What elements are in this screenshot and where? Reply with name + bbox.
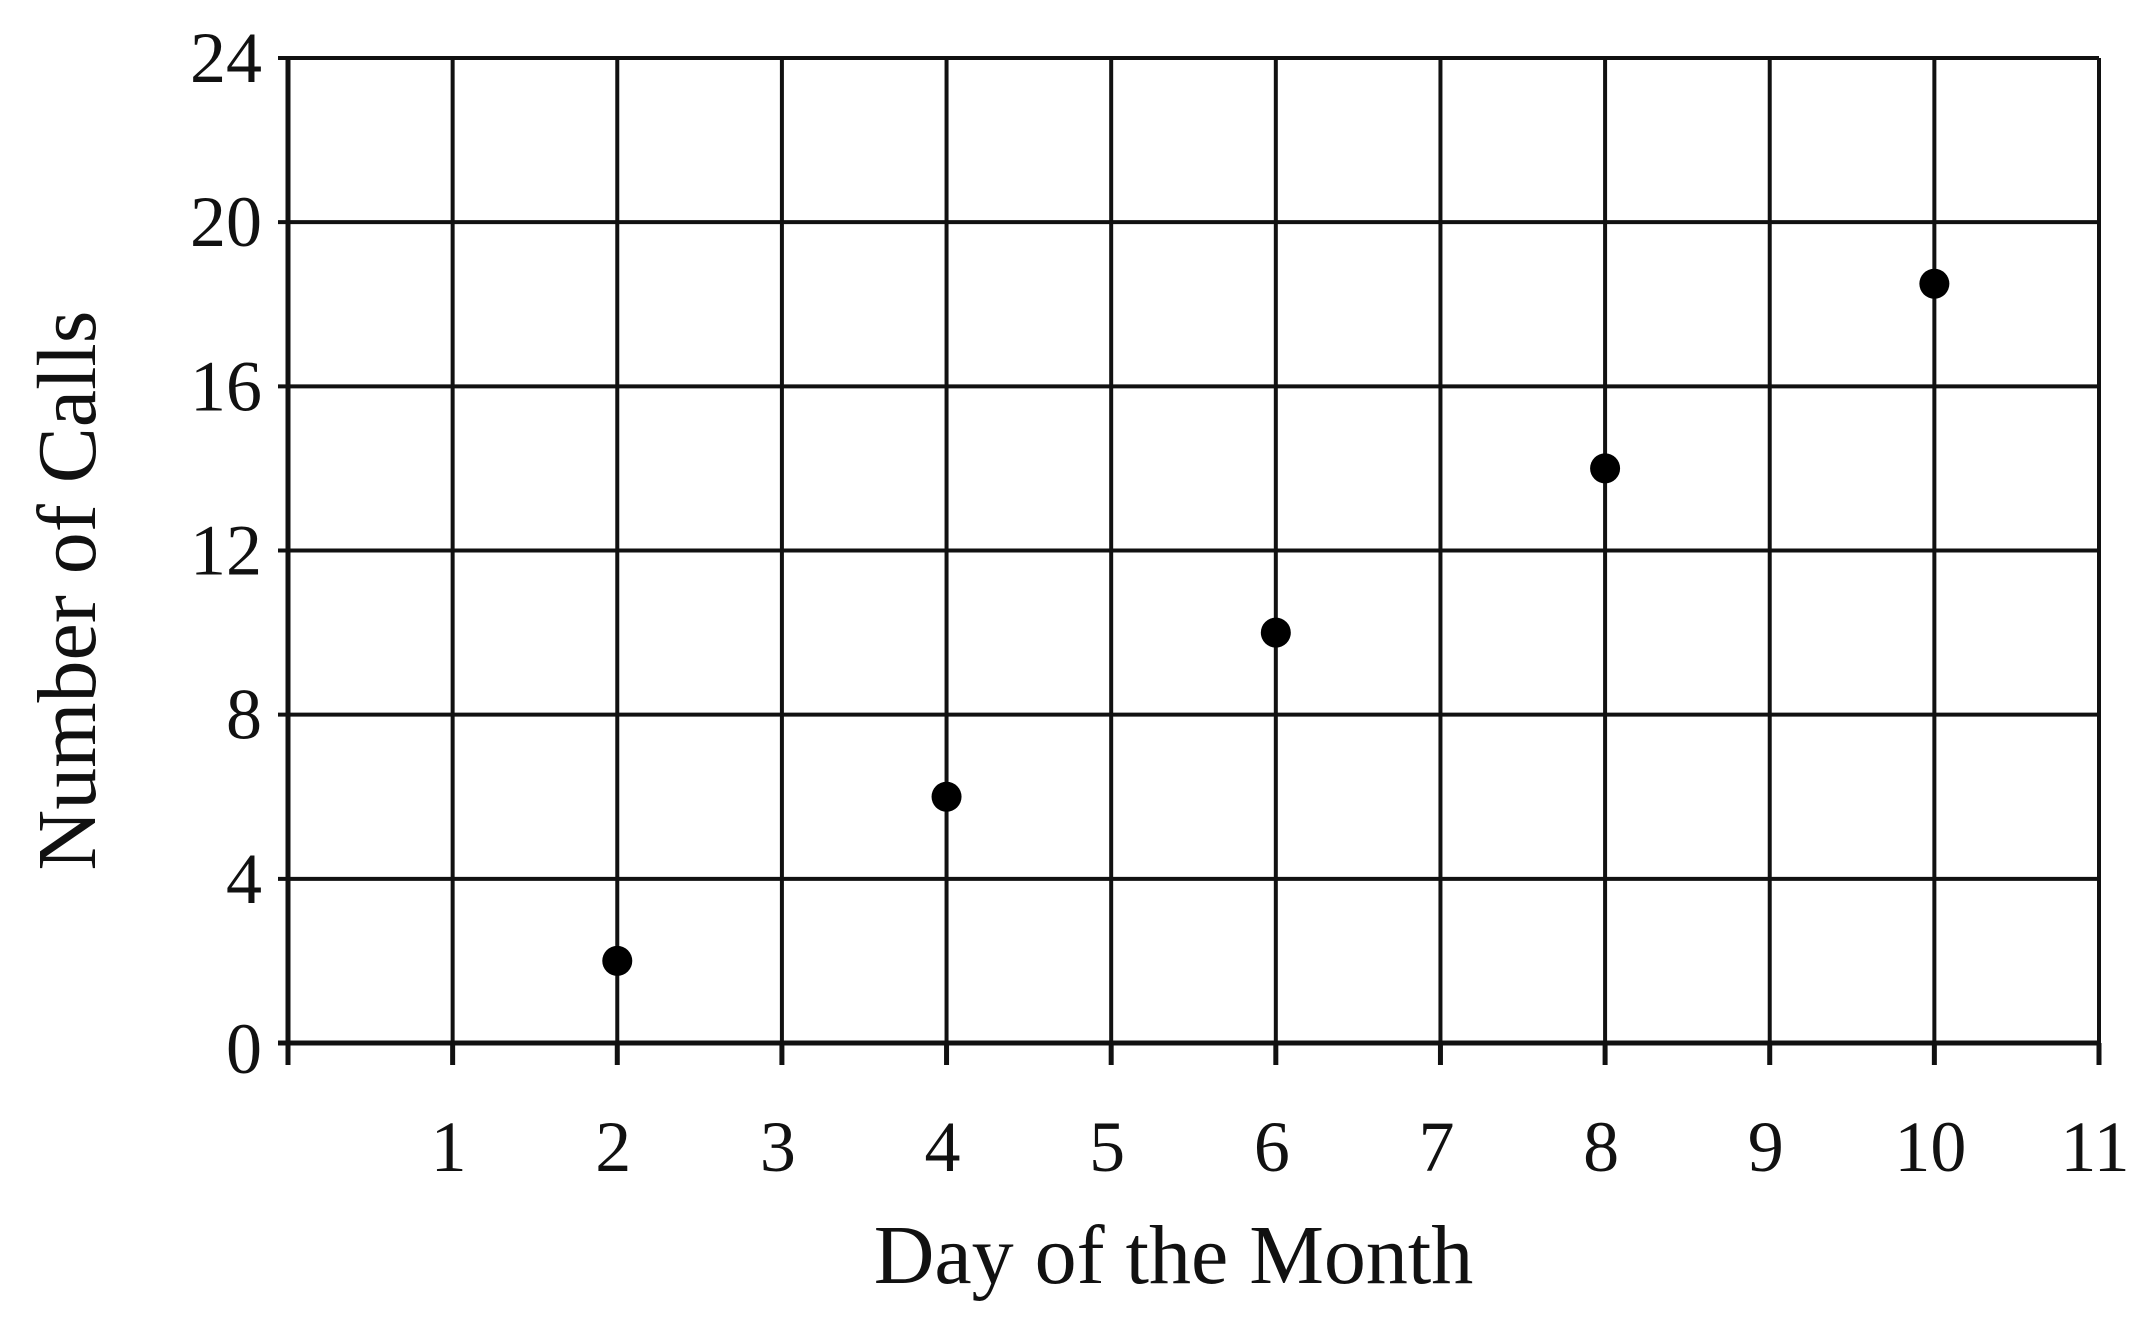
y-tick-label: 20 (190, 182, 262, 262)
x-tick-label: 11 (2060, 1107, 2129, 1187)
axes (278, 58, 2102, 1065)
y-tick-labels: 0 4 8 12 16 20 24 (190, 18, 262, 1089)
x-tick-label: 7 (1418, 1107, 1454, 1187)
y-tick-label: 12 (190, 511, 262, 591)
y-tick-label: 8 (226, 675, 262, 755)
x-tick-label: 3 (760, 1107, 796, 1187)
data-point (1919, 268, 1950, 299)
y-tick-label: 16 (190, 346, 262, 426)
x-tick-label: 8 (1583, 1107, 1619, 1187)
x-tick-label: 4 (925, 1107, 961, 1187)
x-tick-label: 9 (1748, 1107, 1784, 1187)
y-tick-label: 4 (226, 839, 262, 919)
x-tick-label: 1 (431, 1107, 467, 1187)
data-point (1260, 617, 1291, 648)
data-point (1590, 453, 1621, 484)
x-tick-label: 2 (595, 1107, 631, 1187)
x-tick-labels: 1 2 3 4 5 6 7 8 9 10 11 (431, 1107, 2130, 1187)
grid (278, 56, 2101, 1045)
x-tick-label: 5 (1089, 1107, 1125, 1187)
x-tick-label: 6 (1254, 1107, 1290, 1187)
x-axis-title: Day of the Month (874, 1209, 1474, 1302)
y-axis-title: Number of Calls (21, 311, 114, 871)
data-points (602, 268, 1950, 976)
y-tick-label: 24 (190, 18, 262, 98)
y-tick-label: 0 (226, 1009, 262, 1089)
x-tick-label: 10 (1894, 1107, 1966, 1187)
data-point (931, 781, 962, 812)
data-point (602, 945, 633, 976)
